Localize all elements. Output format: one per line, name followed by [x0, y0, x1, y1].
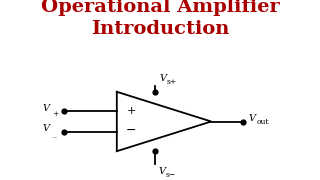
Text: V: V	[159, 74, 166, 83]
Text: V: V	[249, 114, 256, 123]
Text: V: V	[43, 103, 50, 112]
Text: out: out	[257, 118, 269, 126]
Text: V: V	[43, 124, 50, 133]
Text: +: +	[126, 105, 136, 116]
Text: V: V	[158, 166, 165, 176]
Text: s+: s+	[167, 78, 177, 86]
Text: Operational Amplifier
Introduction: Operational Amplifier Introduction	[41, 0, 279, 38]
Text: _: _	[53, 130, 57, 138]
Text: +: +	[52, 110, 58, 118]
Text: s−: s−	[166, 171, 176, 179]
Text: −: −	[126, 124, 136, 137]
